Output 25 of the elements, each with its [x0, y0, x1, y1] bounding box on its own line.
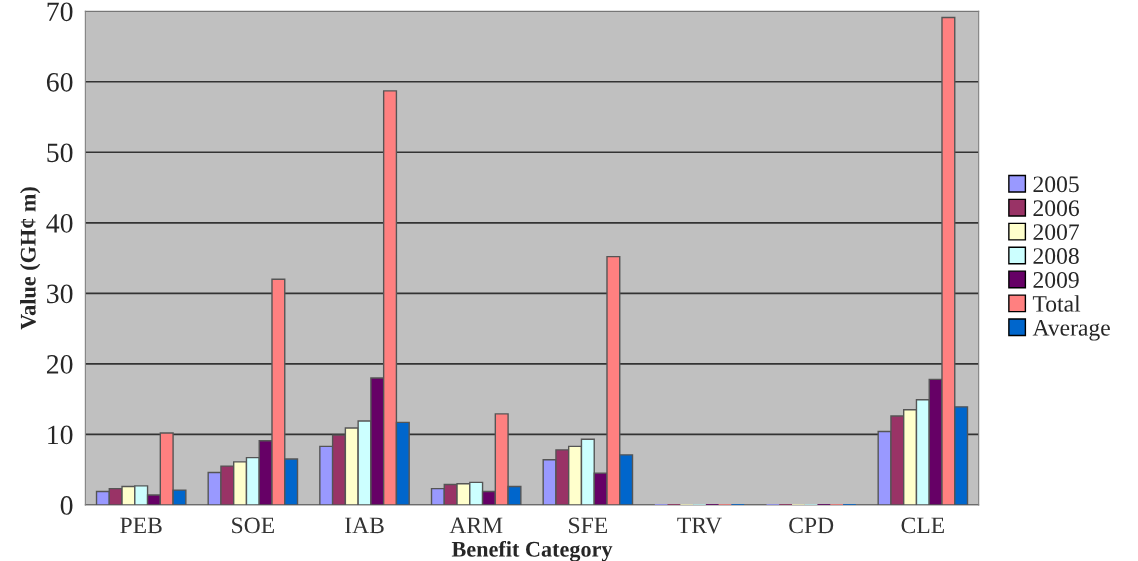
y-tick-label: 10 — [48, 425, 73, 445]
y-tick-label: 60 — [46, 72, 73, 92]
x-tick-label: IAB — [345, 517, 384, 534]
x-tick-label: SOE — [232, 517, 274, 534]
legend-label: 2006 — [1033, 200, 1079, 217]
x-tick-label: ARM — [449, 517, 503, 534]
y-tick-label: 50 — [47, 143, 73, 163]
legend-label: 2007 — [1033, 224, 1080, 241]
y-tick-label: 0 — [60, 496, 73, 515]
legend-label: Average — [1032, 319, 1110, 341]
y-axis-title: Value (GH¢ m) — [20, 187, 41, 330]
legend-label: 2008 — [1033, 248, 1079, 265]
x-tick-label: PEB — [120, 517, 162, 534]
legend-label: Total — [1032, 295, 1081, 312]
legend-label: 2005 — [1033, 176, 1079, 193]
y-tick-label: 40 — [46, 213, 73, 233]
x-tick-label: CPD — [789, 517, 834, 534]
x-tick-label: TRV — [677, 517, 722, 534]
legend-label: 2009 — [1033, 271, 1079, 288]
y-tick-label: 20 — [46, 355, 73, 374]
x-tick-label: CLE — [901, 517, 944, 534]
y-tick-label: 30 — [47, 284, 73, 304]
x-tick-label: SFE — [569, 517, 608, 534]
y-tick-label: 70 — [47, 2, 73, 22]
x-axis-title: Benefit Category — [451, 540, 613, 561]
